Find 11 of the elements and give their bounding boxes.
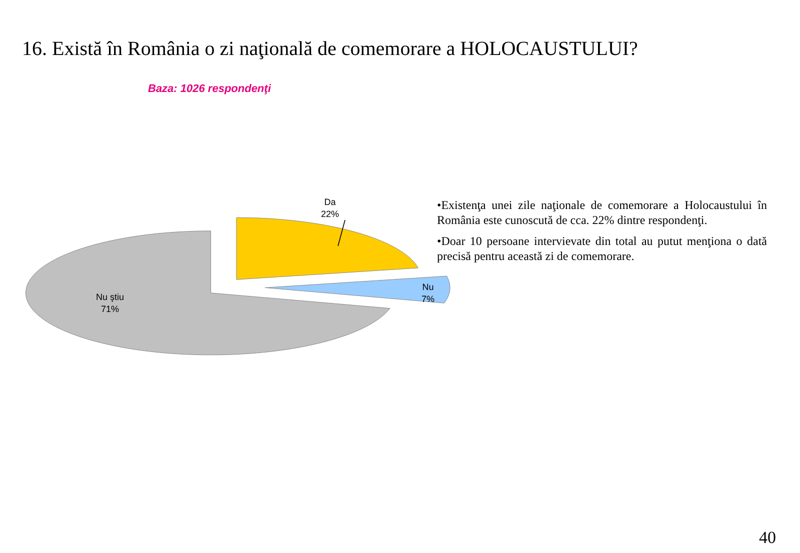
slice-label: Da bbox=[324, 197, 336, 207]
slice-label: Nu bbox=[422, 282, 434, 292]
chart-title: 16. Există în România o zi naţională de comemorare a HOLOCAUSTULUI? bbox=[22, 38, 638, 60]
data-label: 7% bbox=[421, 294, 435, 304]
data-label: 22% bbox=[320, 209, 340, 219]
text: •Existenţa unei zile naţionale de comemorare a Holocaustului în România este cunoscută de cca. 22% dintre respondenţi. bbox=[437, 198, 767, 228]
slice-label: Nu ştiu bbox=[96, 292, 124, 302]
data-label: 71% bbox=[100, 304, 120, 314]
chart-subtitle: Baza: 1026 respondenţi bbox=[148, 83, 272, 95]
text: •Doar 10 persoane intervievate din total au putut menţiona o dată precisă pentru această zi de comemorare. bbox=[437, 234, 767, 264]
text: 40 bbox=[759, 528, 776, 547]
